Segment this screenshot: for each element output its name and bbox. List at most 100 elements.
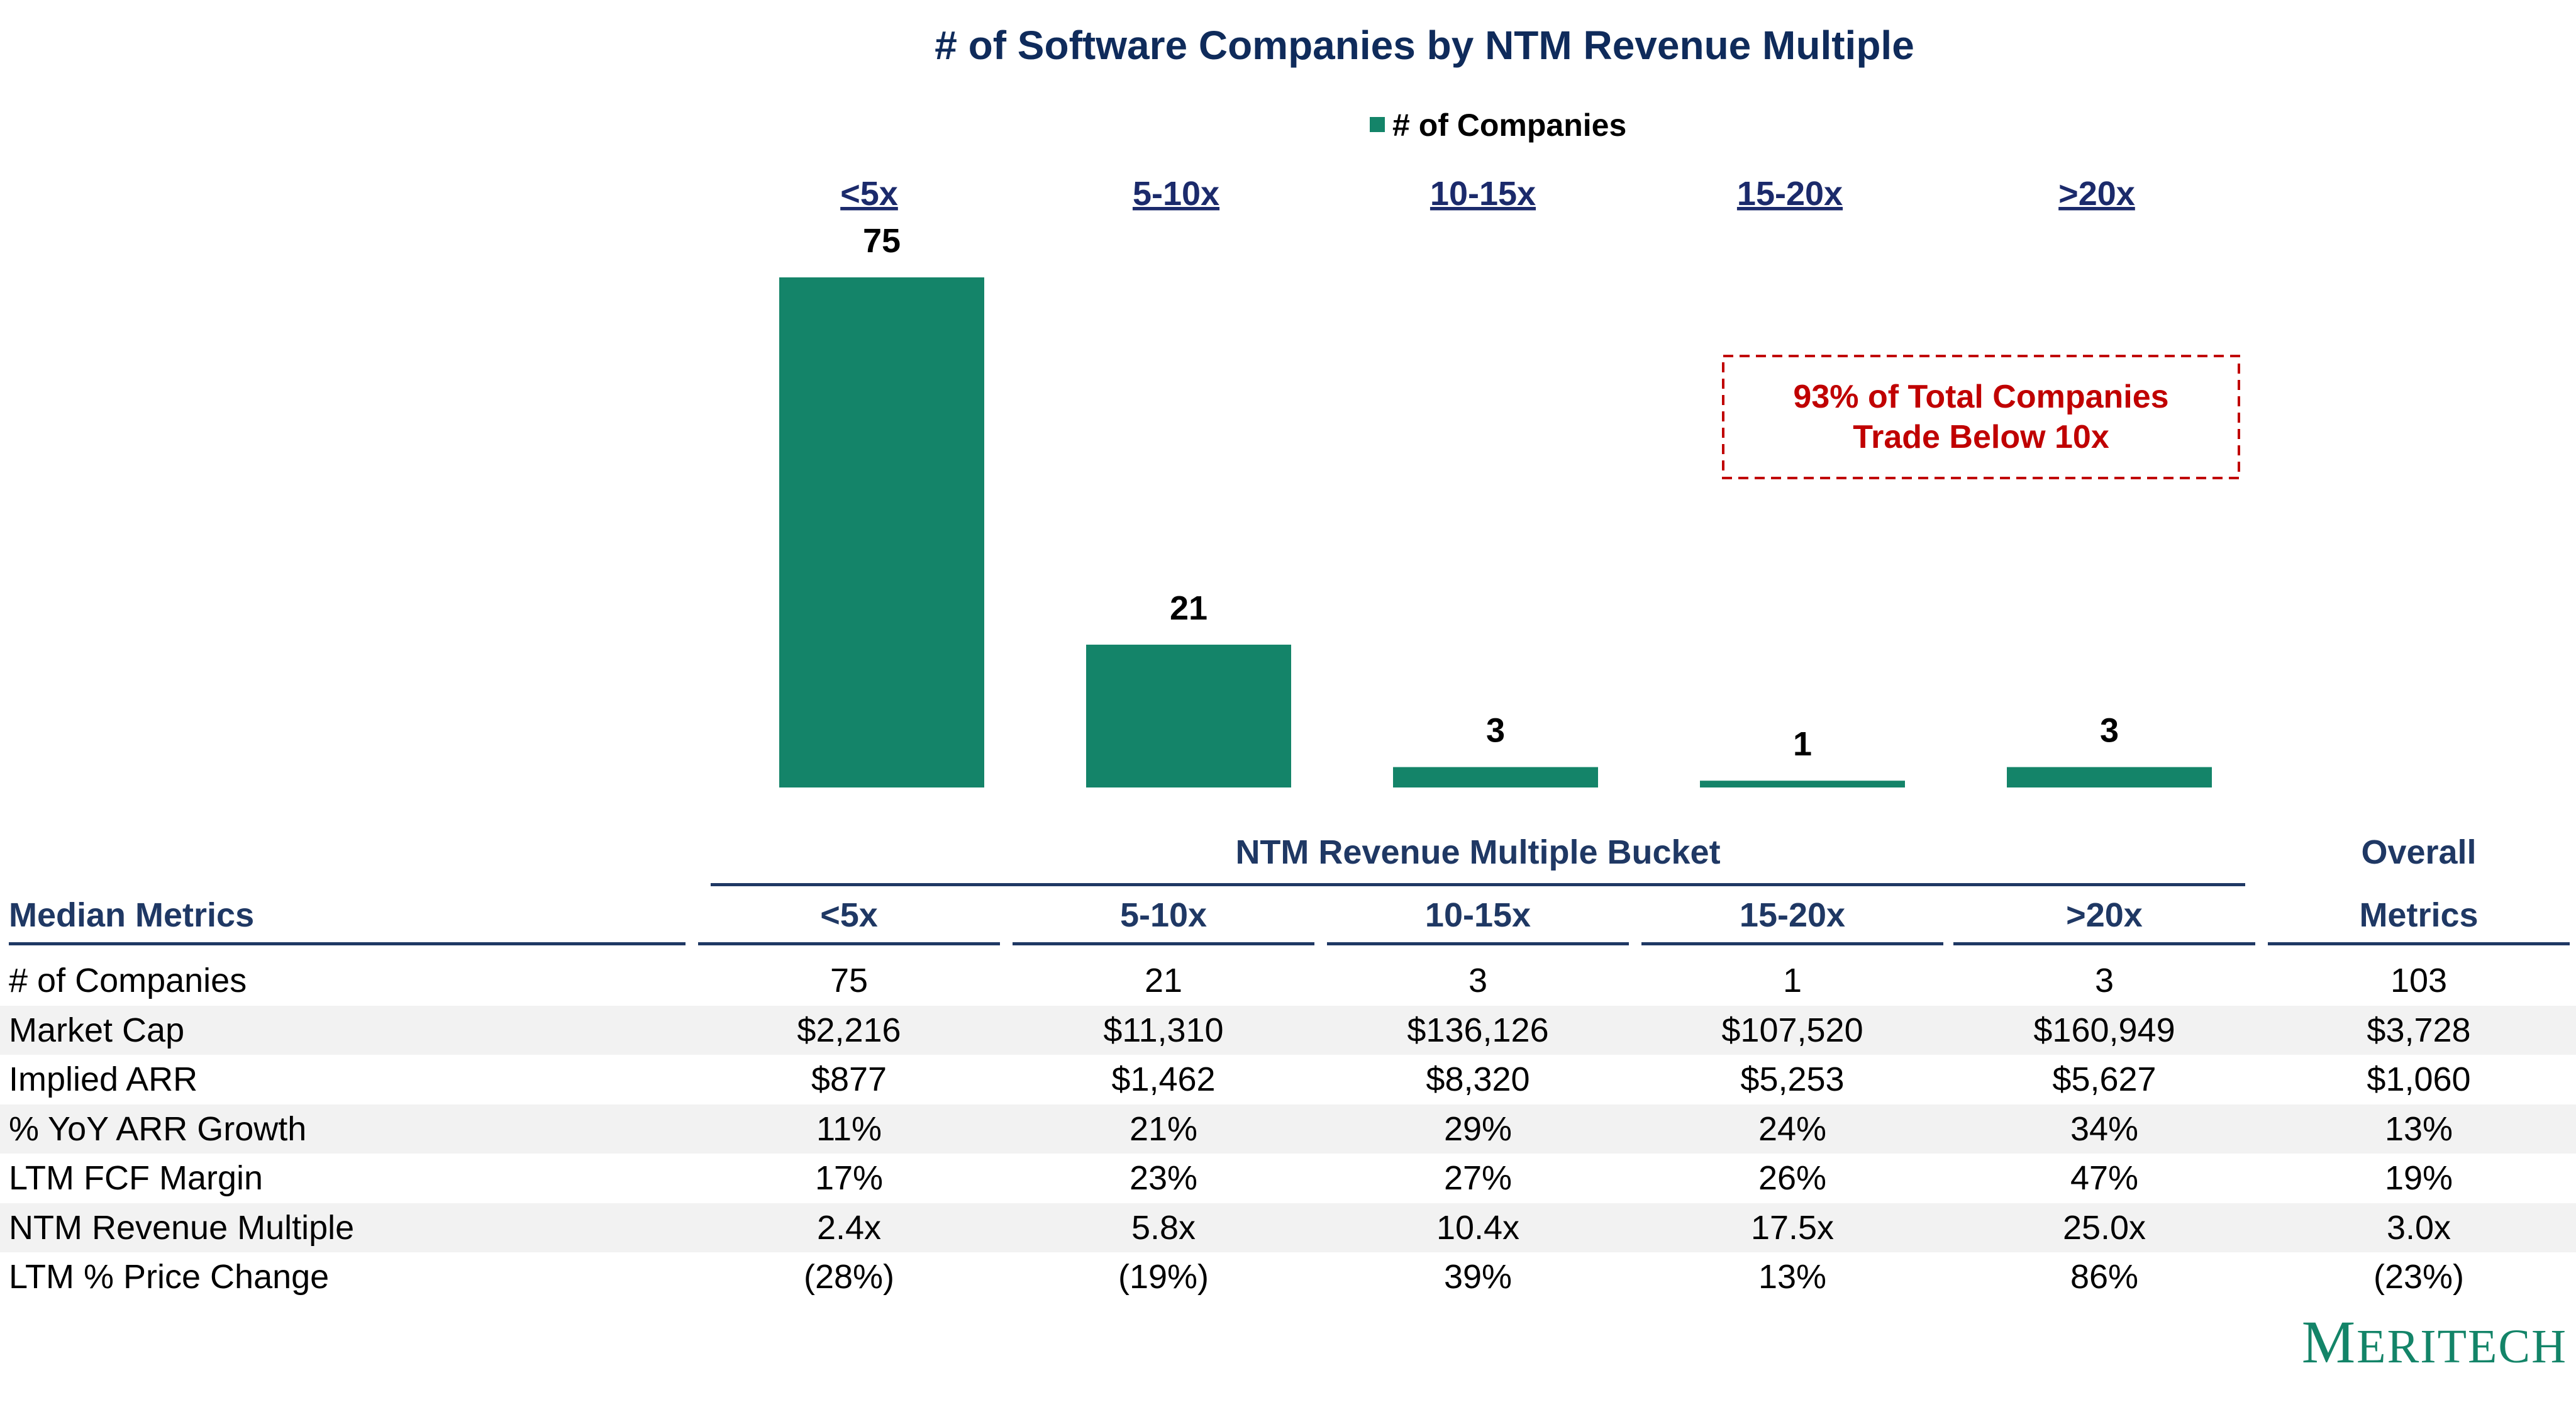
column-header-underline-0 <box>698 942 1000 945</box>
table-cell: 21% <box>1129 1110 1198 1148</box>
column-header-underline-3 <box>1641 942 1943 945</box>
logo-first-letter: M <box>2301 1308 2357 1376</box>
metrics-table: NTM Revenue Multiple Bucket Overall Medi… <box>0 824 2576 1327</box>
column-header-1: 5-10x <box>1119 896 1208 934</box>
category-label-3: 15-20x <box>1737 175 1843 213</box>
table-cell: 34% <box>2070 1110 2139 1148</box>
bar-value-label-0: 75 <box>863 222 901 260</box>
table-cell: 27% <box>1443 1159 1513 1197</box>
bar-chart: # of Software Companies by NTM Revenue M… <box>779 23 2240 787</box>
table-cell: 10.4x <box>1436 1208 1520 1247</box>
callout-line-2: Trade Below 10x <box>1853 419 2109 455</box>
bar-value-label-1: 21 <box>1170 589 1208 627</box>
overall-cell: 13% <box>2384 1110 2453 1148</box>
row-label: LTM FCF Margin <box>9 1159 264 1197</box>
callout-box: 93% of Total Companies Trade Below 10x <box>1722 355 2240 479</box>
row-label: % YoY ARR Growth <box>9 1110 307 1148</box>
table-cell: 25.0x <box>2062 1208 2146 1247</box>
table-row: # of Companies 75 21 3 1 3 103 <box>0 956 2576 1005</box>
table-cell: 75 <box>830 962 869 999</box>
callout-line-1: 93% of Total Companies <box>1793 379 2168 415</box>
column-header-underline-1 <box>1013 942 1314 945</box>
label-header-underline <box>9 942 686 945</box>
overall-header-line2: Metrics <box>2359 896 2479 934</box>
overall-cell: 103 <box>2390 962 2448 999</box>
table-cell: 2.4x <box>816 1208 882 1247</box>
bucket-group-header: NTM Revenue Multiple Bucket <box>1235 833 1721 871</box>
overall-cell: (23%) <box>2373 1258 2465 1296</box>
category-label-2: 10-15x <box>1430 175 1536 213</box>
table-row: Market Cap $2,216 $11,310 $136,126 $107,520 $… <box>0 1005 2576 1055</box>
table-row: % YoY ARR Growth 11% 21% 29% 24% 34% 13% <box>0 1104 2576 1154</box>
overall-cell: 19% <box>2384 1159 2453 1197</box>
column-header-underline-4 <box>1953 942 2255 945</box>
callout-border <box>1722 355 2240 479</box>
category-label-0: <5x <box>840 175 898 213</box>
overall-header-line1: Overall <box>2361 833 2477 871</box>
table-cell: 17% <box>814 1159 884 1197</box>
table-cell: 24% <box>1758 1110 1827 1148</box>
row-label: # of Companies <box>9 962 247 999</box>
bars-group: 75 <5x 21 5-10x 3 10-15x 1 15-20x 3 >20x <box>779 175 2212 787</box>
bar-value-label-4: 3 <box>2100 712 2119 750</box>
bar-0 <box>779 277 984 787</box>
table-cell: 3 <box>2094 962 2114 999</box>
table-cell: 13% <box>1758 1258 1827 1296</box>
table-row: LTM % Price Change (28%) (19%) 39% 13% 86% (23… <box>0 1252 2576 1301</box>
column-header-4: >20x <box>2066 896 2143 934</box>
legend-swatch <box>1370 117 1385 132</box>
table-cell: $107,520 <box>1721 1011 1863 1049</box>
table-cell: 39% <box>1443 1258 1513 1296</box>
table-cell: 29% <box>1443 1110 1513 1148</box>
column-header-0: <5x <box>820 896 878 934</box>
overall-cell: $3,728 <box>2367 1011 2471 1049</box>
column-header-2: 10-15x <box>1424 896 1531 934</box>
chart-title: # of Software Companies by NTM Revenue M… <box>935 23 1914 68</box>
table-cell: 17.5x <box>1750 1208 1835 1247</box>
category-label-4: >20x <box>2058 175 2135 213</box>
row-label: Implied ARR <box>9 1060 198 1098</box>
table-cell: $136,126 <box>1407 1011 1549 1049</box>
table-cell: 11% <box>816 1110 882 1148</box>
overall-header-underline <box>2268 942 2570 945</box>
table-cell: 26% <box>1758 1159 1827 1197</box>
table-cell: (28%) <box>803 1258 895 1296</box>
table-row: Implied ARR $877 $1,462 $8,320 $5,253 $5,627 $… <box>0 1055 2576 1104</box>
table-cell: (19%) <box>1118 1258 1209 1296</box>
column-header-underline-2 <box>1327 942 1629 945</box>
table-row: LTM FCF Margin 17% 23% 27% 26% 47% 19% <box>0 1154 2576 1203</box>
overall-cell: 3.0x <box>2386 1208 2451 1247</box>
table-cell: $877 <box>811 1060 887 1098</box>
table-cell: 21 <box>1144 962 1183 999</box>
column-header-3: 15-20x <box>1739 896 1846 934</box>
row-label: Market Cap <box>9 1011 185 1049</box>
table-cell: 47% <box>2070 1159 2139 1197</box>
table-cell: $160,949 <box>2033 1011 2175 1049</box>
category-label-1: 5-10x <box>1133 175 1219 213</box>
bar-2 <box>1393 767 1598 787</box>
table-cell: $5,253 <box>1740 1060 1845 1098</box>
bar-3 <box>1700 781 1905 787</box>
table-row: NTM Revenue Multiple 2.4x 5.8x 10.4x 17.5x 25… <box>0 1203 2576 1252</box>
logo-rest: ERITECH <box>2357 1320 2567 1373</box>
table-cell: 23% <box>1129 1159 1198 1197</box>
legend: # of Companies <box>1370 108 1626 143</box>
legend-label: # of Companies <box>1392 108 1626 143</box>
table-cell: $5,627 <box>2052 1060 2157 1098</box>
table-cell: $11,310 <box>1103 1011 1224 1049</box>
table-cell: $8,320 <box>1426 1060 1530 1098</box>
table-cell: $1,462 <box>1111 1060 1216 1098</box>
table-cell: $2,216 <box>797 1011 901 1049</box>
bar-1 <box>1086 644 1291 787</box>
median-metrics-header: Median Metrics <box>9 896 255 934</box>
bar-value-label-3: 1 <box>1793 725 1812 763</box>
meritech-logo: MERITECH <box>2302 1307 2567 1377</box>
row-label: NTM Revenue Multiple <box>9 1208 355 1247</box>
bar-4 <box>2007 767 2212 787</box>
table-cell: 5.8x <box>1131 1208 1196 1247</box>
table-cell: 1 <box>1782 962 1802 999</box>
row-label: LTM % Price Change <box>9 1258 330 1296</box>
bar-value-label-2: 3 <box>1486 712 1505 750</box>
bucket-group-underline <box>711 883 2245 886</box>
table-cell: 3 <box>1468 962 1488 999</box>
